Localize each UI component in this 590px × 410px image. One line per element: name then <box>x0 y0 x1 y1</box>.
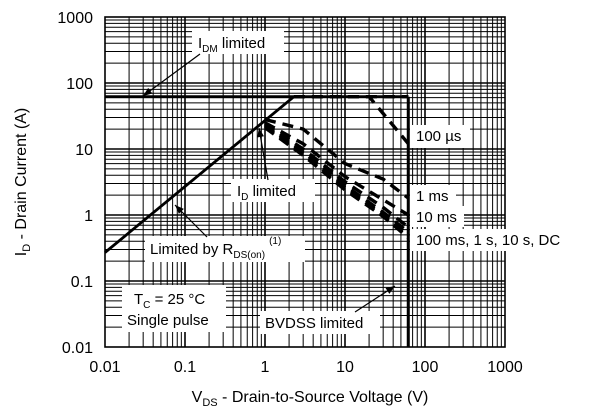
label-100us: 100 µs <box>416 128 461 145</box>
rdson-limited-arrow <box>174 204 208 238</box>
series-10-s <box>264 125 410 237</box>
plot-frame <box>104 16 506 348</box>
y-tick-label: 0.01 <box>62 340 93 357</box>
major-grid <box>105 17 505 347</box>
idm-limited-label: IDM limited <box>198 35 265 55</box>
y-axis-title: ID - Drain Current (A) <box>13 108 33 256</box>
bvdss-limited-arrow-head <box>385 286 395 294</box>
rdson-limited-box <box>145 236 305 262</box>
x-tick-label: 100 <box>412 359 439 376</box>
label-1ms-box <box>410 185 456 206</box>
conditions-box <box>122 285 226 332</box>
y-tick-label: 1000 <box>57 10 93 27</box>
bvdss-limited-box <box>260 311 380 334</box>
y-tick-label: 100 <box>66 76 93 93</box>
id-limited-label: ID limited <box>237 183 296 203</box>
conditions-pulse: Single pulse <box>127 312 209 329</box>
y-tick-label: 0.1 <box>71 274 93 291</box>
annotation-arrows <box>142 53 396 313</box>
x-tick-label: 10 <box>336 359 354 376</box>
label-10ms: 10 ms <box>416 209 457 226</box>
label-10ms-box <box>410 206 464 227</box>
bvdss-limited-arrow <box>354 285 396 313</box>
idm-limited-box <box>192 31 284 54</box>
annotation-boxes <box>122 31 585 334</box>
y-tick-labels: 0.01 0.1 1 10 100 1000 <box>57 10 93 357</box>
y-tick-label: 10 <box>75 142 93 159</box>
label-100us-box <box>410 125 470 148</box>
y-tick-label: 1 <box>84 208 93 225</box>
id-limited-arrow-head <box>257 128 264 138</box>
x-tick-label: 1 <box>261 359 270 376</box>
x-tick-label: 0.1 <box>174 359 196 376</box>
id-limited-arrow <box>257 127 269 181</box>
label-dc-box <box>410 229 585 251</box>
conditions-temperature: TC = 25 °C <box>134 291 205 311</box>
series-r-ds-on-limit <box>104 95 295 254</box>
idm-limited-arrow-shaft <box>142 53 201 97</box>
id-limited-box <box>231 179 315 202</box>
series-lines <box>104 94 410 347</box>
idm-limited-arrow-head <box>143 87 153 96</box>
rdson-limited-arrow-head <box>175 205 184 214</box>
x-tick-labels: 0.01 0.1 1 10 100 1000 <box>89 359 522 376</box>
series-10-ms <box>264 121 410 217</box>
x-tick-label: 1000 <box>487 359 523 376</box>
x-axis-title: VDS - Drain-to-Source Voltage (V) <box>192 389 429 409</box>
x-tick-label: 0.01 <box>89 359 120 376</box>
label-dc: 100 ms, 1 s, 10 s, DC <box>416 232 560 249</box>
series-100-s <box>293 94 410 145</box>
series-100-ms <box>264 122 410 229</box>
label-1ms: 1 ms <box>416 188 449 205</box>
series-1-ms <box>264 117 410 200</box>
idm-limited-arrow <box>142 53 201 97</box>
rdson-limited-label: Limited by RDS(on)(1) <box>150 236 281 261</box>
bvdss-limited-label: BVDSS limited <box>265 315 363 332</box>
